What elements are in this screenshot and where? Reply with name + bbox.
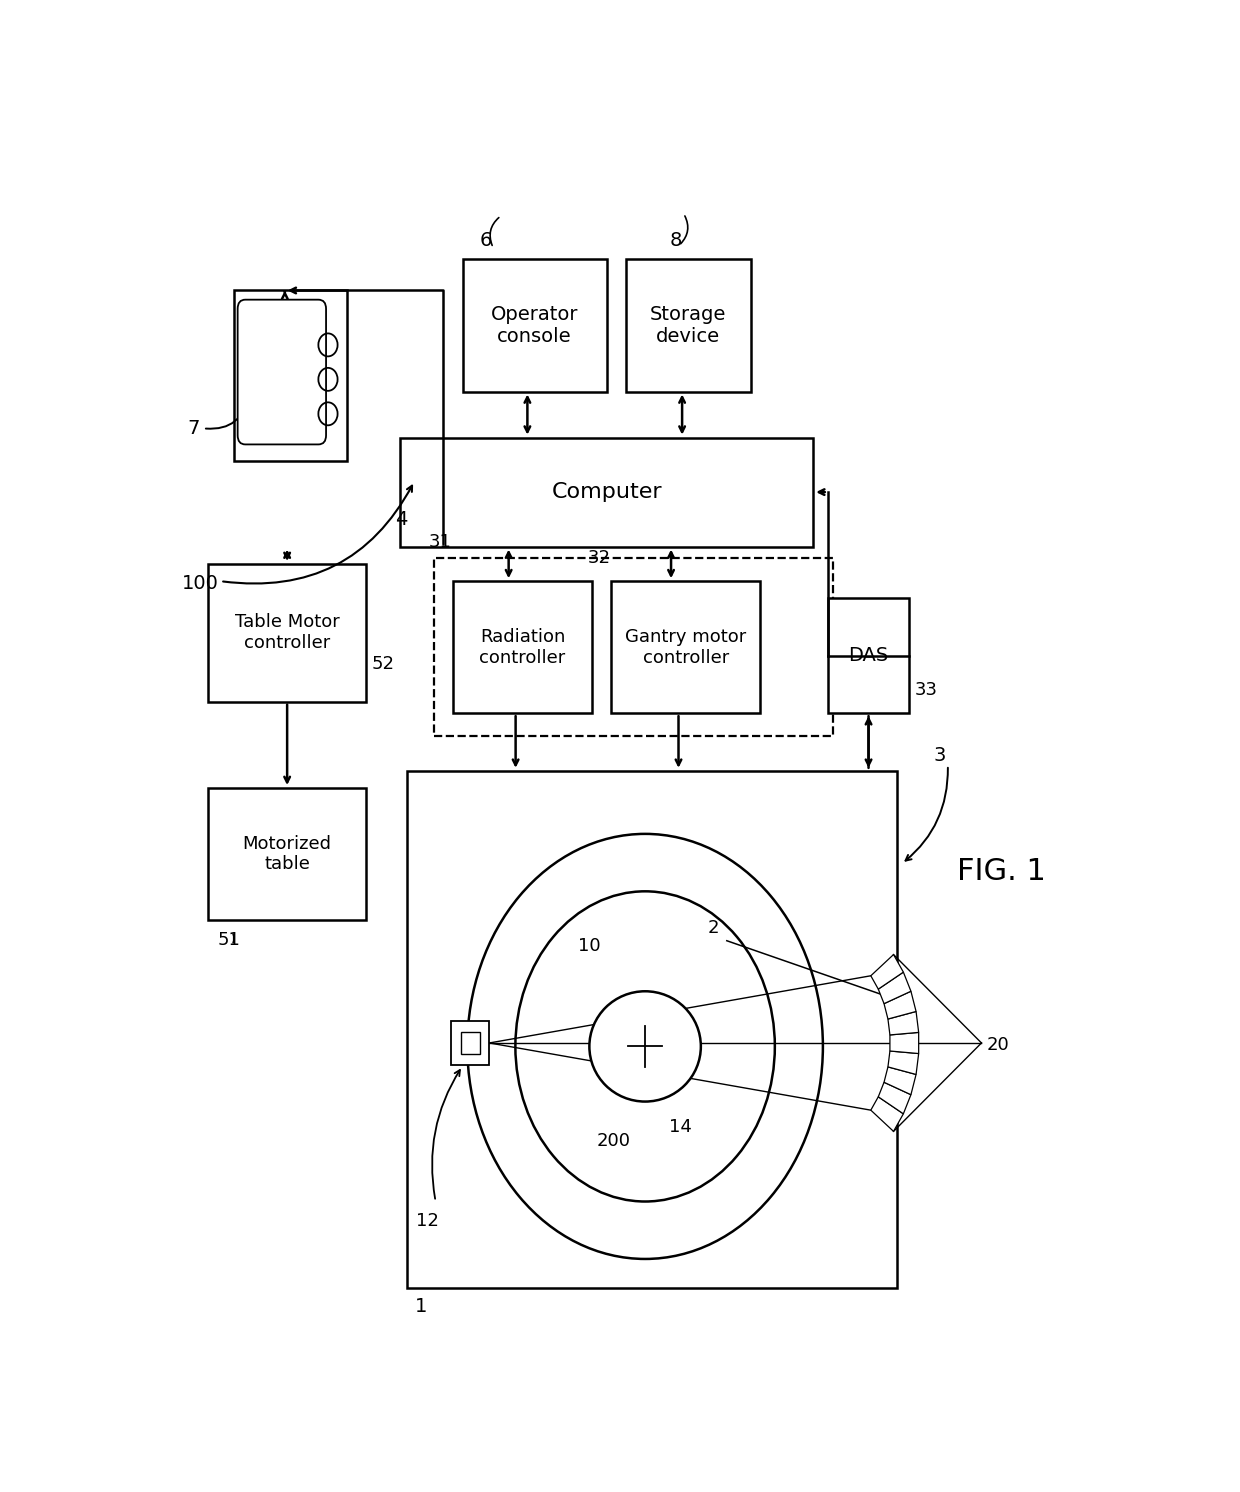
Text: 31: 31	[429, 533, 451, 551]
Text: Computer: Computer	[552, 482, 662, 503]
FancyBboxPatch shape	[234, 291, 347, 461]
Text: 14: 14	[670, 1118, 692, 1135]
Text: Operator
console: Operator console	[491, 304, 578, 346]
Text: 100: 100	[182, 573, 218, 592]
Text: 2: 2	[708, 919, 719, 937]
Polygon shape	[878, 973, 911, 1004]
Text: 8: 8	[670, 231, 682, 251]
Text: Storage
device: Storage device	[650, 304, 727, 346]
Text: 52: 52	[371, 655, 394, 673]
FancyBboxPatch shape	[238, 300, 326, 445]
Ellipse shape	[467, 834, 823, 1259]
Text: 32: 32	[588, 549, 610, 567]
FancyBboxPatch shape	[463, 260, 606, 391]
Text: 4: 4	[396, 510, 408, 530]
FancyBboxPatch shape	[208, 564, 367, 701]
Ellipse shape	[516, 891, 775, 1201]
Text: 51: 51	[217, 931, 241, 949]
FancyBboxPatch shape	[453, 580, 593, 713]
Text: 3: 3	[934, 746, 946, 765]
Polygon shape	[870, 1097, 904, 1131]
Text: Table Motor
controller: Table Motor controller	[234, 613, 340, 652]
Text: 33: 33	[915, 682, 939, 700]
Text: 1: 1	[414, 1298, 427, 1316]
Text: 6: 6	[480, 231, 492, 251]
Text: Gantry motor
controller: Gantry motor controller	[625, 628, 746, 667]
Polygon shape	[884, 991, 916, 1019]
Text: FIG. 1: FIG. 1	[957, 856, 1047, 886]
Text: 12: 12	[417, 1212, 439, 1231]
FancyBboxPatch shape	[828, 598, 909, 713]
Text: Radiation
controller: Radiation controller	[480, 628, 565, 667]
Text: Motorized
table: Motorized table	[243, 834, 331, 873]
Polygon shape	[888, 1050, 919, 1074]
FancyBboxPatch shape	[611, 580, 760, 713]
Polygon shape	[888, 1012, 919, 1035]
FancyBboxPatch shape	[407, 771, 897, 1288]
Text: 10: 10	[578, 937, 600, 955]
Text: DAS: DAS	[848, 646, 889, 665]
Text: 20: 20	[986, 1037, 1009, 1055]
Ellipse shape	[589, 991, 701, 1101]
FancyBboxPatch shape	[451, 1021, 490, 1065]
Text: 7: 7	[187, 419, 200, 437]
Polygon shape	[878, 1082, 911, 1115]
Polygon shape	[884, 1067, 916, 1095]
FancyBboxPatch shape	[626, 260, 751, 391]
FancyBboxPatch shape	[208, 788, 367, 921]
FancyBboxPatch shape	[460, 1032, 480, 1053]
Text: 200: 200	[596, 1132, 631, 1150]
FancyBboxPatch shape	[401, 437, 813, 546]
Polygon shape	[870, 955, 904, 989]
Polygon shape	[890, 1032, 919, 1053]
